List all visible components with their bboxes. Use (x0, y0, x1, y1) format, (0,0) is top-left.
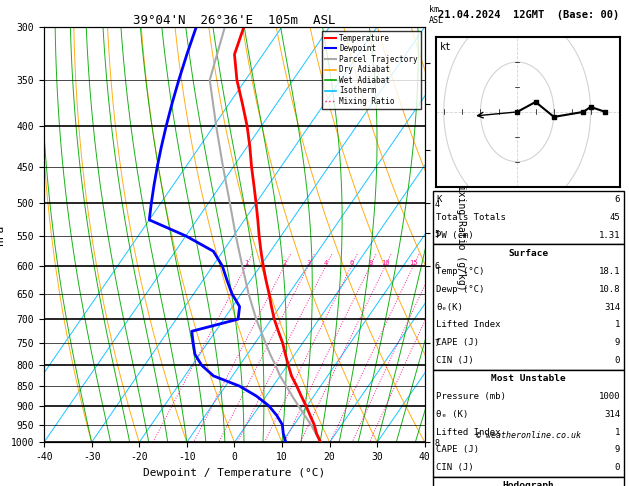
Text: CAPE (J): CAPE (J) (437, 338, 479, 347)
Text: 18.1: 18.1 (599, 267, 620, 276)
Y-axis label: hPa: hPa (0, 225, 5, 244)
Text: CAPE (J): CAPE (J) (437, 446, 479, 454)
X-axis label: Dewpoint / Temperature (°C): Dewpoint / Temperature (°C) (143, 468, 326, 478)
Legend: Temperature, Dewpoint, Parcel Trajectory, Dry Adiabat, Wet Adiabat, Isotherm, Mi: Temperature, Dewpoint, Parcel Trajectory… (322, 31, 421, 109)
Text: 1: 1 (615, 428, 620, 436)
Text: Lifted Index: Lifted Index (437, 428, 501, 436)
Text: 10.8: 10.8 (599, 285, 620, 294)
Text: km
ASL: km ASL (428, 5, 443, 25)
Bar (433, 477, 624, 486)
Text: © weatheronline.co.uk: © weatheronline.co.uk (476, 431, 581, 440)
Text: kt: kt (440, 42, 452, 52)
Text: K: K (437, 195, 442, 204)
Text: 4: 4 (324, 260, 328, 266)
Text: CIN (J): CIN (J) (437, 356, 474, 365)
Text: 6: 6 (349, 260, 353, 266)
Text: 1: 1 (615, 320, 620, 330)
Text: 314: 314 (604, 410, 620, 419)
Bar (433, 369, 624, 477)
Text: 0: 0 (615, 463, 620, 472)
Bar (433, 244, 624, 369)
Bar (433, 191, 624, 244)
Text: Temp (°C): Temp (°C) (437, 267, 485, 276)
Text: θₑ (K): θₑ (K) (437, 410, 469, 419)
Text: Totals Totals: Totals Totals (437, 213, 506, 222)
Text: PW (cm): PW (cm) (437, 231, 474, 240)
Text: 3: 3 (306, 260, 310, 266)
Text: θₑ(K): θₑ(K) (437, 302, 464, 312)
Text: 314: 314 (604, 302, 620, 312)
Text: 21.04.2024  12GMT  (Base: 00): 21.04.2024 12GMT (Base: 00) (438, 11, 619, 20)
Title: 39°04'N  26°36'E  105m  ASL: 39°04'N 26°36'E 105m ASL (133, 14, 336, 27)
Text: 1000: 1000 (599, 392, 620, 401)
Text: Surface: Surface (508, 249, 548, 258)
Text: Lifted Index: Lifted Index (437, 320, 501, 330)
Text: 2: 2 (282, 260, 287, 266)
Text: 9: 9 (615, 446, 620, 454)
Text: 0: 0 (615, 356, 620, 365)
Text: 1: 1 (244, 260, 248, 266)
Text: Most Unstable: Most Unstable (491, 374, 565, 383)
Text: 1.31: 1.31 (599, 231, 620, 240)
Text: 10: 10 (381, 260, 389, 266)
Text: Pressure (mb): Pressure (mb) (437, 392, 506, 401)
Text: 6: 6 (615, 195, 620, 204)
Y-axis label: Mixing Ratio (g/kg): Mixing Ratio (g/kg) (455, 179, 465, 290)
Text: Dewp (°C): Dewp (°C) (437, 285, 485, 294)
Text: Hodograph: Hodograph (503, 481, 554, 486)
Text: 15: 15 (409, 260, 418, 266)
Text: 45: 45 (610, 213, 620, 222)
Text: 9: 9 (615, 338, 620, 347)
Text: CIN (J): CIN (J) (437, 463, 474, 472)
Text: 8: 8 (368, 260, 372, 266)
